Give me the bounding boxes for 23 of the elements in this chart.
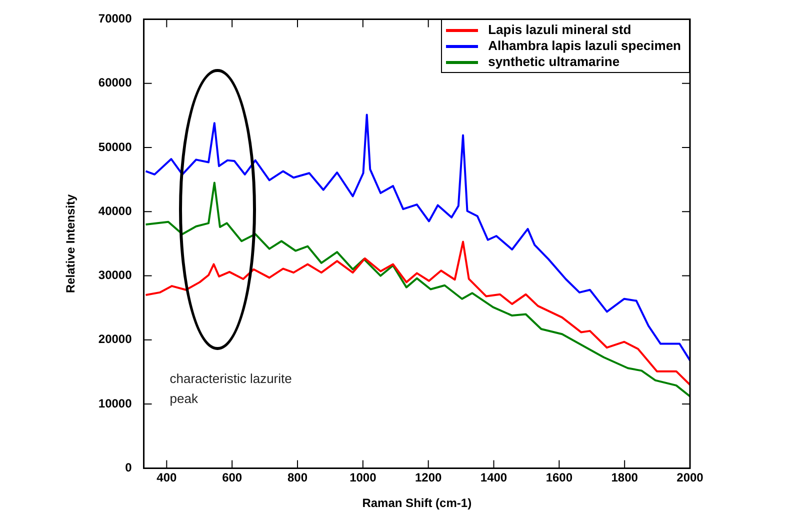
y-tick-label: 0: [125, 460, 132, 475]
x-tick-label: 400: [156, 470, 177, 485]
legend-label: synthetic ultramarine: [488, 54, 620, 70]
x-tick-label: 1200: [414, 470, 442, 485]
y-axis-title: Relative Intensity: [64, 194, 78, 294]
y-tick-label: 60000: [98, 76, 132, 90]
x-tick-label: 1000: [350, 470, 377, 485]
x-tick-label: 1800: [611, 470, 638, 485]
x-tick-label: 2000: [676, 470, 704, 485]
annotation: characteristic lazurite peak: [170, 370, 293, 408]
y-tick-label: 30000: [98, 268, 132, 282]
x-tick-label: 800: [287, 470, 308, 485]
y-tick-label: 10000: [98, 396, 132, 410]
legend-label: Alhambra lapis lazuli specimen: [488, 38, 681, 54]
y-tick-label: 40000: [98, 204, 132, 218]
x-tick-label: 600: [222, 470, 242, 485]
x-tick-label: 1600: [546, 470, 573, 485]
x-tick-label: 1400: [480, 470, 508, 485]
y-tick-label: 20000: [98, 332, 132, 346]
y-tick-label: 50000: [98, 140, 132, 154]
legend-label: Lapis lazuli mineral std: [488, 22, 632, 38]
x-axis-title: Raman Shift (cm-1): [362, 496, 472, 510]
y-tick-label: 70000: [98, 12, 132, 26]
